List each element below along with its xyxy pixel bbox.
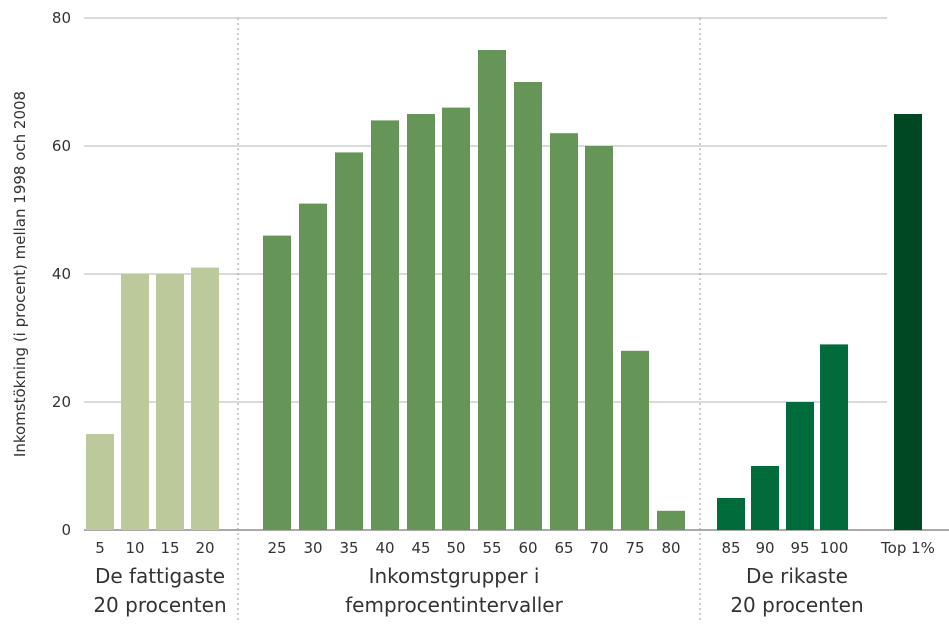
bar	[442, 107, 470, 530]
x-tick-label: 20	[195, 539, 214, 557]
x-tick-label: 15	[160, 539, 179, 557]
y-tick-label: 60	[52, 137, 71, 155]
group-label: 20 procenten	[93, 593, 226, 617]
bar	[335, 152, 363, 530]
bar	[621, 350, 649, 530]
group-label: De fattigaste	[95, 564, 225, 588]
y-tick-label: 40	[52, 265, 71, 283]
y-axis-ticks: 0 20 40 60 80	[52, 9, 71, 539]
group-label: Inkomstgrupper i	[369, 564, 540, 588]
x-tick-label: 100	[820, 539, 849, 557]
x-tick-label: 85	[721, 539, 740, 557]
group-label: De rikaste	[746, 564, 848, 588]
bar	[263, 235, 291, 530]
x-tick-label: Top 1%	[880, 539, 935, 557]
x-tick-label: 90	[755, 539, 774, 557]
x-tick-label: 35	[339, 539, 358, 557]
x-tick-label: 30	[303, 539, 322, 557]
x-tick-label: 55	[482, 539, 501, 557]
bar	[820, 344, 848, 530]
x-tick-label: 65	[554, 539, 573, 557]
bar	[299, 203, 327, 530]
x-tick-label: 5	[95, 539, 105, 557]
x-axis-labels: 5 10 15 20 25 30 35 40 45 50 55 60 65 70 75 80 85 90 95 100…	[95, 539, 935, 557]
group-label: 20 procenten	[730, 593, 863, 617]
bar	[371, 120, 399, 531]
x-tick-label: 60	[518, 539, 537, 557]
bar	[514, 82, 542, 530]
bar	[786, 402, 814, 530]
y-tick-label: 0	[61, 521, 71, 539]
x-tick-label: 25	[267, 539, 286, 557]
x-tick-label: 95	[790, 539, 809, 557]
x-tick-label: 40	[375, 539, 394, 557]
x-tick-label: 75	[625, 539, 644, 557]
bar	[191, 267, 219, 530]
x-tick-label: 10	[125, 539, 144, 557]
bar	[894, 114, 922, 530]
x-tick-label: 80	[661, 539, 680, 557]
bar	[585, 146, 613, 530]
bar	[407, 114, 435, 530]
group-label: femprocentintervaller	[345, 593, 563, 617]
x-tick-label: 45	[411, 539, 430, 557]
x-tick-label: 70	[589, 539, 608, 557]
bar	[550, 133, 578, 530]
bar	[478, 50, 506, 530]
group-labels: De fattigaste 20 procenten Inkomstgrupper …	[93, 564, 863, 617]
y-axis-label: Inkomstökning (i procent) mellan 1998 oc…	[11, 91, 29, 457]
bars	[86, 50, 922, 531]
bar	[156, 274, 184, 530]
bar	[717, 498, 745, 530]
y-tick-label: 80	[52, 9, 71, 27]
bar	[751, 466, 779, 530]
x-tick-label: 50	[446, 539, 465, 557]
bar	[86, 434, 114, 530]
group-dividers	[237, 18, 701, 622]
bar	[121, 274, 149, 530]
bar	[657, 510, 685, 530]
y-tick-label: 20	[52, 393, 71, 411]
